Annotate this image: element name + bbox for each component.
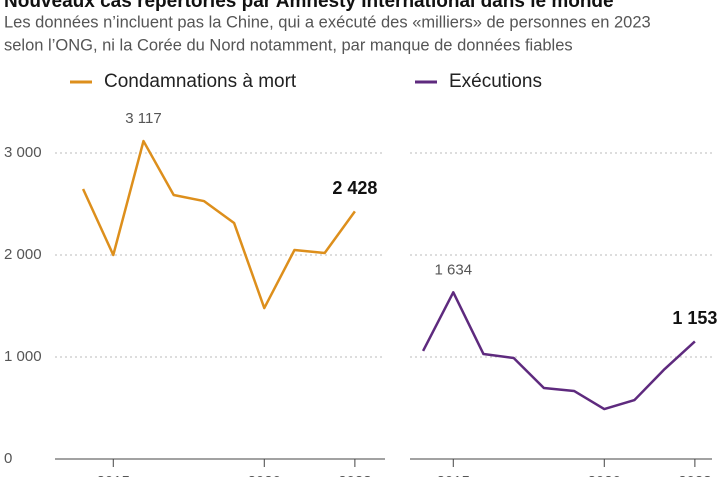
series-line	[81, 139, 356, 310]
x-tick-label: 2015	[97, 473, 130, 477]
y-tick-label: 1 000	[4, 348, 42, 365]
value-label: 1 634	[435, 261, 473, 278]
x-tick-label: 2020	[248, 473, 281, 477]
x-tick-label: 2023	[678, 473, 711, 477]
legend-label: Condamnations à mort	[104, 71, 297, 92]
series-line	[421, 291, 696, 411]
chart-title: Nouveaux cas répertoriés par Amnesty Int…	[4, 0, 614, 12]
y-tick-label: 0	[4, 450, 12, 467]
value-label: 1 153	[672, 308, 717, 328]
subtitle: selon l’ONG, ni la Corée du Nord notamme…	[4, 36, 573, 54]
subtitle: Les données n’incluent pas la Chine, qui…	[4, 13, 651, 31]
value-label: 3 117	[125, 110, 161, 127]
x-tick-label: 2015	[437, 473, 470, 477]
y-tick-label: 3 000	[4, 144, 42, 161]
value-label: 2 428	[332, 178, 377, 198]
legend-label: Exécutions	[449, 71, 542, 92]
x-tick-label: 2020	[588, 473, 621, 477]
y-tick-label: 2 000	[4, 246, 42, 263]
x-tick-label: 2023	[338, 473, 371, 477]
